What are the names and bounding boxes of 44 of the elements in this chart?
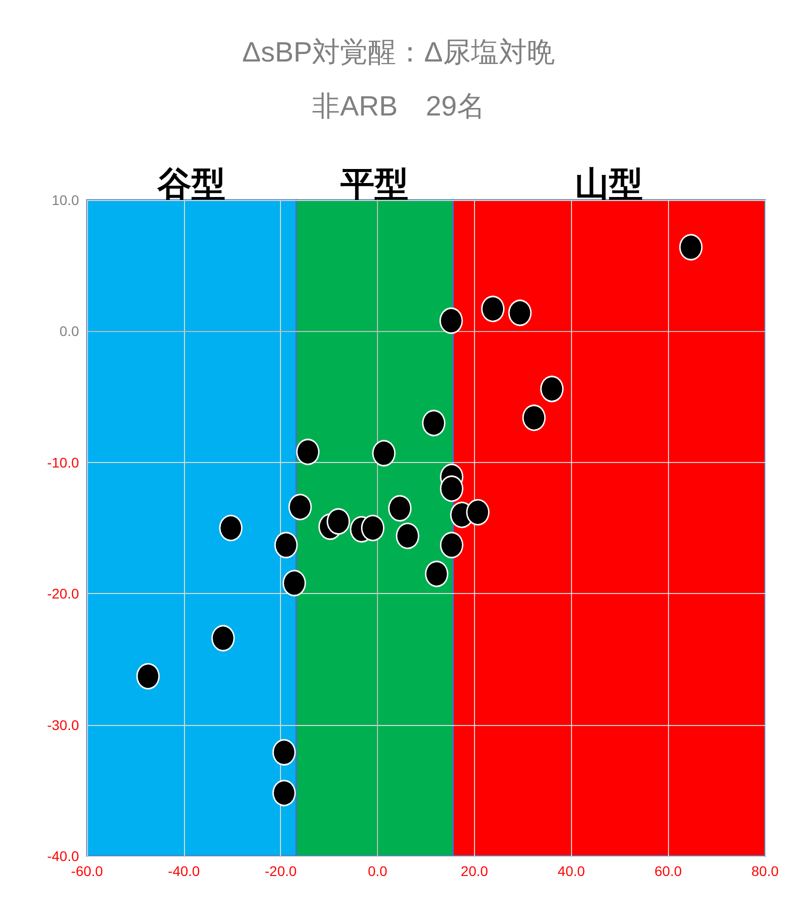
x-tick-label: 40.0 [558,863,586,879]
point [361,514,384,542]
point [326,508,350,535]
point [288,494,312,520]
point [388,495,412,522]
point [440,475,464,502]
point [508,300,532,326]
point [211,624,235,652]
chart-subtitle: 非ARB 29名 [312,90,485,122]
band-label: 山型 [575,165,644,204]
point [466,499,490,526]
point [439,307,463,334]
point [396,522,420,550]
y-tick-label: -30.0 [47,716,80,733]
y-tick-label: -40.0 [47,848,80,864]
point [136,663,160,690]
point [372,440,396,466]
y-tick-label: -10.0 [47,454,80,470]
point [274,532,298,558]
point [522,404,546,432]
x-tick-label: 60.0 [654,863,682,879]
point [679,234,703,260]
point [424,560,448,588]
chart-title: ΔsBP対覚醒：Δ尿塩対晩 [242,36,555,68]
y-tick-label: -20.0 [47,586,80,602]
point [219,514,243,542]
point [272,780,296,806]
y-tick-label: 0.0 [60,323,80,340]
point [282,570,306,596]
point [540,376,564,402]
x-tick-label: -20.0 [264,863,297,879]
point [296,438,320,466]
point [272,739,296,766]
y-tick-label: 10.0 [52,192,80,208]
point [481,296,505,322]
band-label: 平型 [340,165,409,204]
point [422,410,446,436]
x-tick-label: 80.0 [751,863,779,879]
band-label: 谷型 [156,165,226,204]
x-tick-label: 0.0 [368,863,388,879]
x-tick-label: -60.0 [71,863,104,879]
x-tick-label: -40.0 [168,863,200,879]
point [440,532,464,558]
x-tick-label: 20.0 [460,863,488,879]
